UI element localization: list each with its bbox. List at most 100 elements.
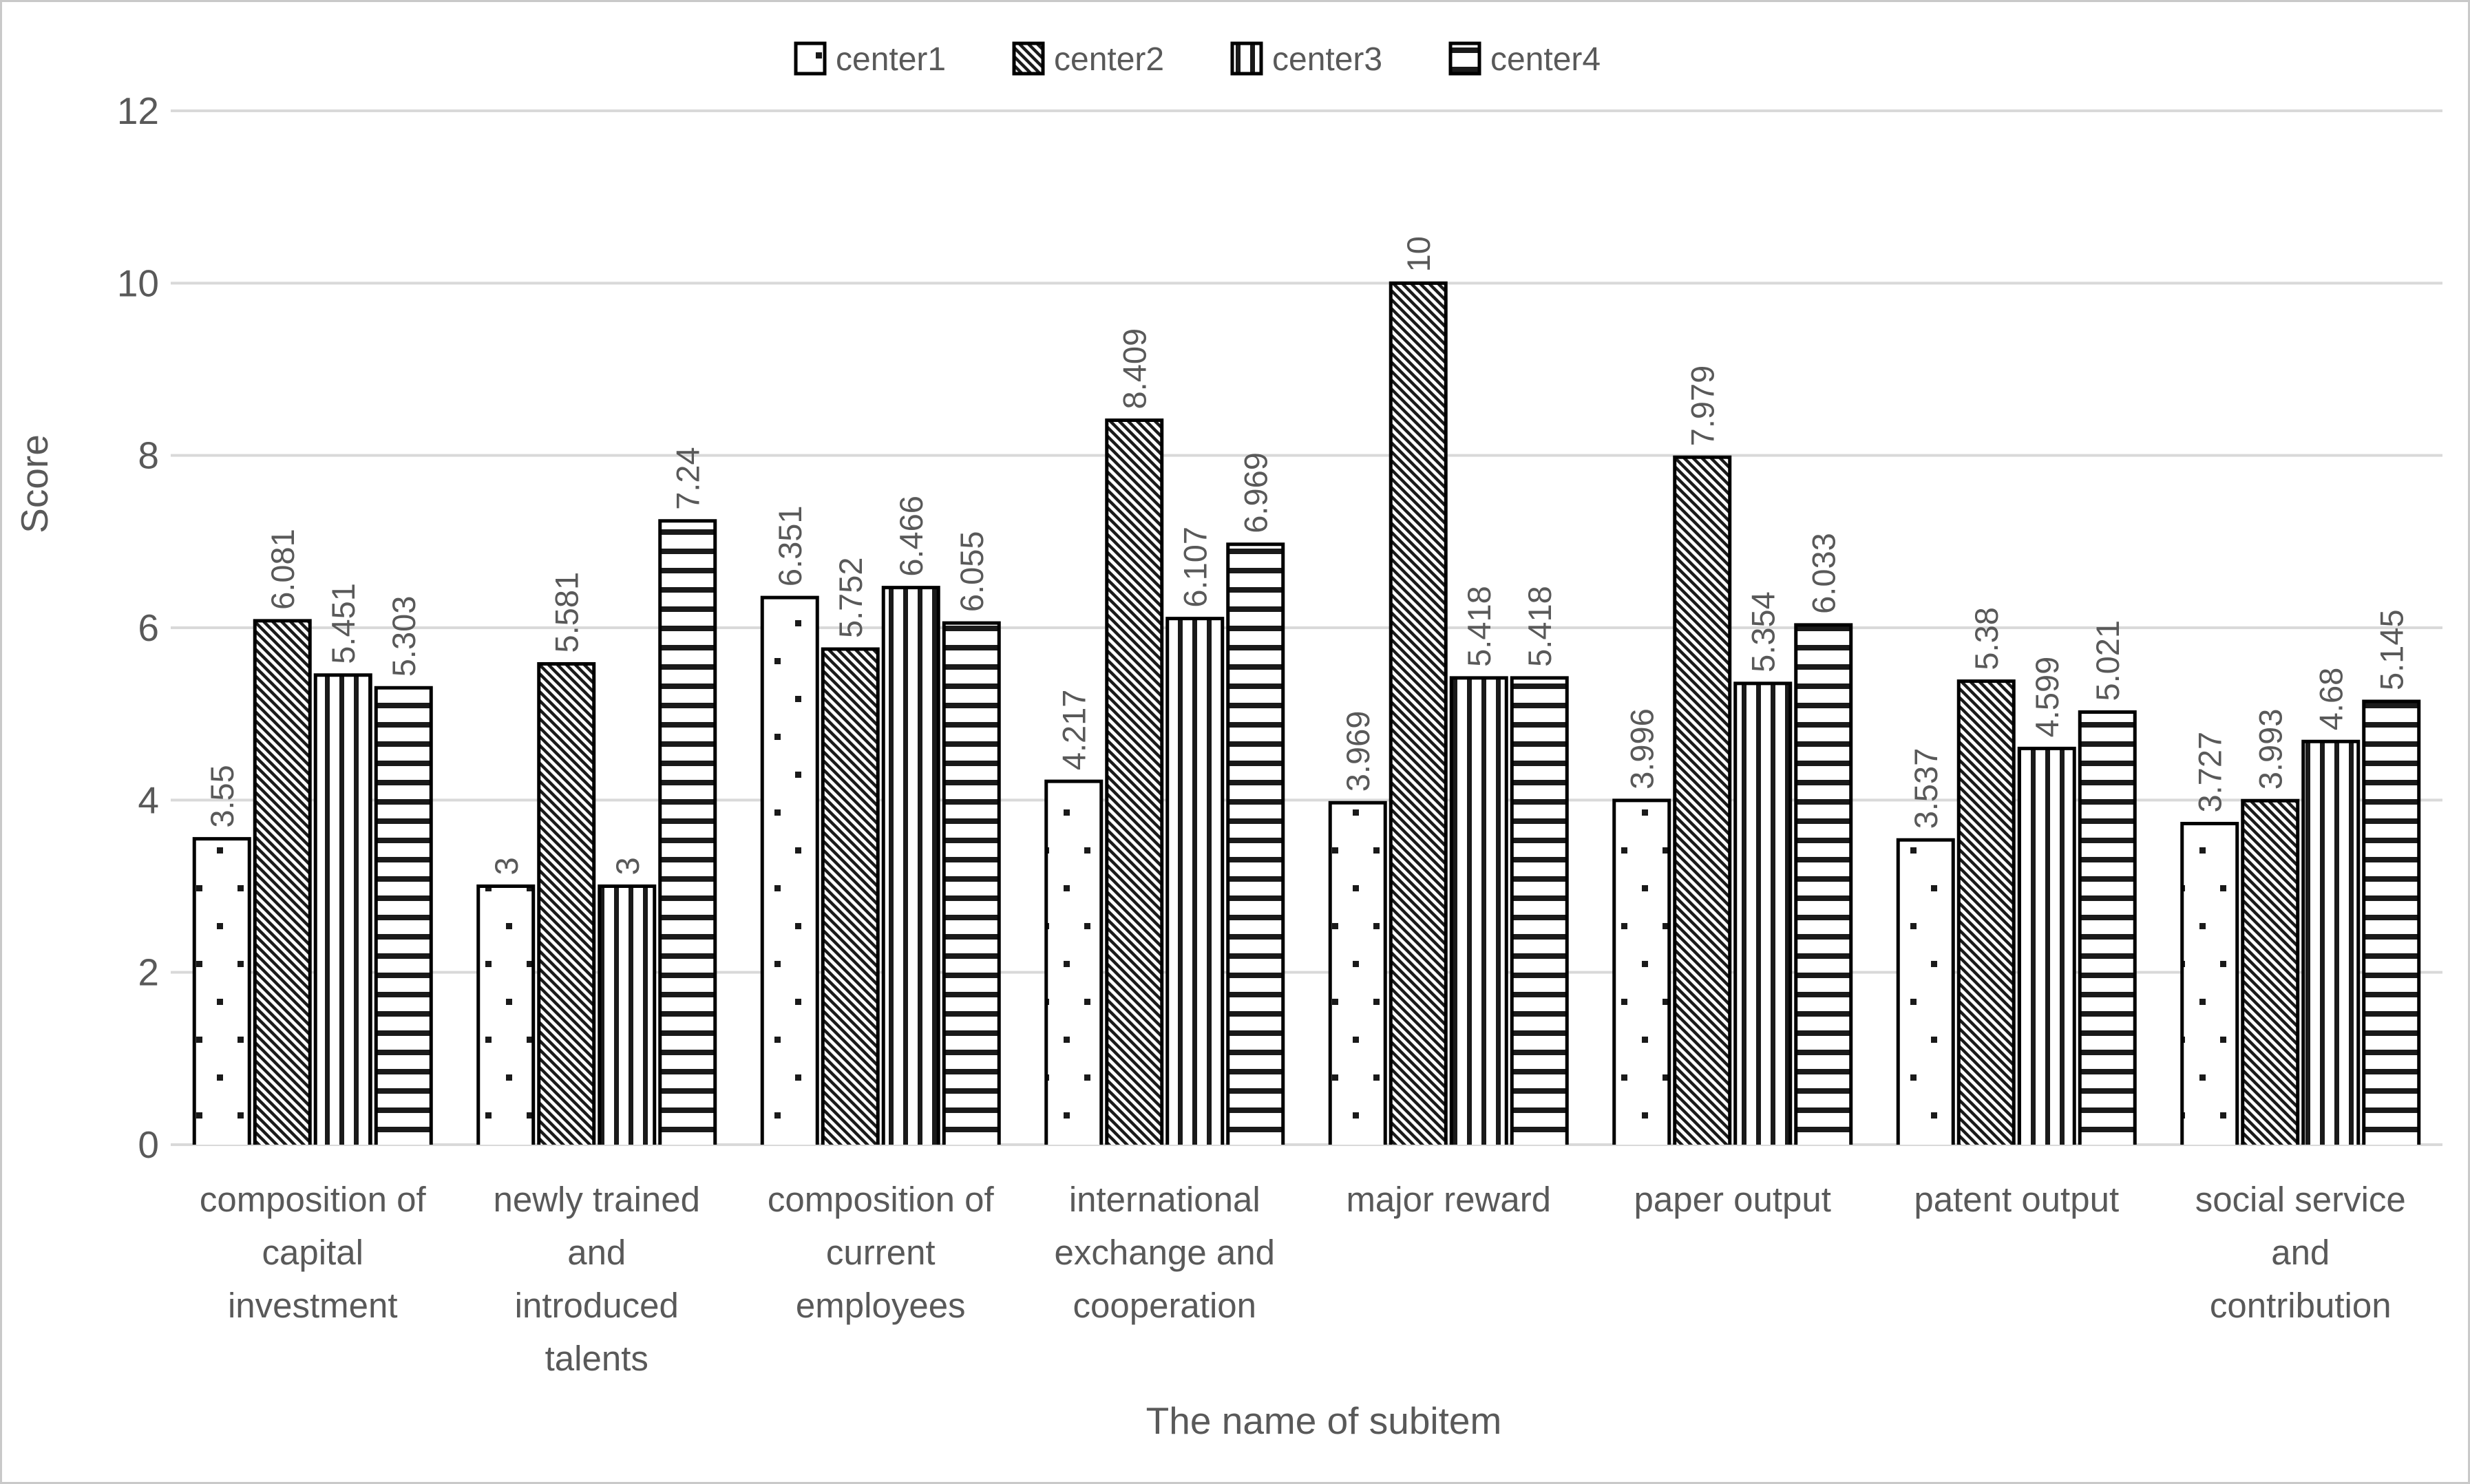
bar-value-label: 5.145 <box>2374 609 2410 690</box>
category-label-line: paper output <box>1634 1180 1831 1219</box>
bar-outline <box>658 519 717 1145</box>
bar-value-label: 6.081 <box>264 529 301 610</box>
category-label-line: contribution <box>2210 1286 2392 1325</box>
y-tick-label: 6 <box>138 606 159 649</box>
bar-value-label: 6.969 <box>1238 452 1274 533</box>
category-label: social service and contribution <box>2195 1180 2406 1325</box>
legend-label: center3 <box>1272 41 1382 78</box>
bar-outline <box>2301 739 2361 1145</box>
bar-outline <box>942 621 1001 1145</box>
category-label-line: exchange and <box>1055 1233 1275 1272</box>
bar-outline <box>1956 679 2016 1145</box>
y-tick-label: 10 <box>117 262 159 304</box>
bar-center2 <box>823 649 878 1145</box>
x-axis-title: The name of subitem <box>1146 1399 1502 1442</box>
bar-outline <box>1612 798 1671 1145</box>
bar-outline <box>760 595 819 1145</box>
bar-center1 <box>194 838 250 1145</box>
bar-center4 <box>944 623 1000 1145</box>
bar-center1 <box>1614 800 1669 1145</box>
bar-center2 <box>255 620 310 1145</box>
bar-value-label: 5.38 <box>1968 607 2005 670</box>
bar-center4 <box>1227 544 1283 1145</box>
category-label-line: international <box>1069 1180 1260 1219</box>
bar-center3 <box>883 587 939 1145</box>
bar-center3 <box>1167 618 1223 1145</box>
bar-outline <box>1794 623 1853 1145</box>
bar-outline <box>598 884 657 1145</box>
category-label-line: capital <box>262 1233 363 1272</box>
bar-value-label: 6.055 <box>953 531 990 612</box>
bar-value-label: 3.996 <box>1624 708 1660 789</box>
category-label-line: investment <box>228 1286 398 1325</box>
bar-value-label: 3.993 <box>2252 709 2289 790</box>
y-axis-title: Score <box>13 434 56 533</box>
bar-outline <box>1733 681 1793 1145</box>
legend-swatch-vertical <box>1230 41 1263 76</box>
bar-outline <box>1510 676 1569 1145</box>
bar-value-label: 5.021 <box>2089 620 2126 701</box>
value-label-layer: 3.55 3 6.351 4.217 3.969 3.996 3.537 3.727 6.081… <box>204 236 2410 875</box>
bar-outline <box>2362 699 2421 1145</box>
legend-swatch-dots <box>794 41 827 76</box>
bar-center3 <box>2303 741 2358 1145</box>
bar-outline <box>2078 710 2137 1145</box>
bar-outline <box>537 661 596 1145</box>
bar-outline <box>1328 801 1387 1145</box>
bar-center2 <box>538 664 594 1145</box>
bar-center1 <box>762 597 818 1145</box>
bar-center2 <box>1106 420 1162 1145</box>
bar-center3 <box>315 675 371 1145</box>
bar-outline <box>253 619 312 1145</box>
bar-outline <box>192 837 251 1145</box>
bar-outline <box>881 586 940 1145</box>
category-label-line: patent output <box>1914 1180 2119 1219</box>
category-label: patent output <box>1914 1180 2119 1219</box>
category-label-line: cooperation <box>1073 1286 1256 1325</box>
bar-outline <box>2180 822 2239 1145</box>
category-label: major reward <box>1346 1180 1551 1219</box>
legend-item-center2: center2 <box>1012 41 1164 78</box>
bar-value-label: 3.969 <box>1340 711 1376 792</box>
category-label-line: social service <box>2195 1180 2406 1219</box>
bar-layer <box>192 281 2421 1145</box>
bar-value-label: 5.303 <box>386 596 422 677</box>
bar-value-label: 8.409 <box>1117 328 1153 410</box>
bar-value-label: 6.107 <box>1177 527 1214 608</box>
bar-value-label: 7.24 <box>670 447 706 509</box>
category-label-line: and <box>2271 1233 2330 1272</box>
y-tick-label: 4 <box>138 778 159 821</box>
bar-value-label: 7.979 <box>1685 365 1721 447</box>
category-label: international exchange and cooperation <box>1055 1180 1275 1325</box>
y-tick-label: 0 <box>138 1123 159 1166</box>
bar-value-label: 4.599 <box>2029 657 2065 738</box>
y-tick-label: 8 <box>138 434 159 477</box>
bar-center3 <box>1451 677 1507 1145</box>
bar-center2 <box>1674 457 1730 1145</box>
bar-value-label: 6.033 <box>1806 533 1842 614</box>
bar-center4 <box>659 520 715 1145</box>
bar-outline <box>476 884 536 1145</box>
bar-value-label: 6.351 <box>772 505 808 586</box>
category-label-line: composition of <box>768 1180 995 1219</box>
bar-outline <box>1449 676 1508 1145</box>
bar-center3 <box>2019 748 2075 1145</box>
bar-outline <box>821 647 880 1145</box>
bar-value-label: 5.581 <box>549 572 585 653</box>
axis-layer: 0 2 4 6 8 10 12 Score The name of subitem composi… <box>13 89 2406 1442</box>
bar-outline <box>1165 617 1225 1145</box>
category-label-line: talents <box>545 1339 648 1378</box>
bar-value-label: 3.55 <box>204 765 240 827</box>
bar-value-label: 5.752 <box>832 557 869 638</box>
bar-center4 <box>2080 712 2135 1145</box>
category-label-line: newly trained <box>494 1180 701 1219</box>
y-tick-label: 2 <box>138 951 159 994</box>
bar-outline <box>2017 746 2076 1145</box>
bar-value-label: 4.217 <box>1056 690 1092 771</box>
legend-item-center3: center3 <box>1230 41 1382 78</box>
category-label-line: and <box>567 1233 626 1272</box>
bar-value-label: 3 <box>609 857 646 875</box>
bar-center3 <box>599 886 655 1145</box>
legend-label: center1 <box>836 41 946 78</box>
